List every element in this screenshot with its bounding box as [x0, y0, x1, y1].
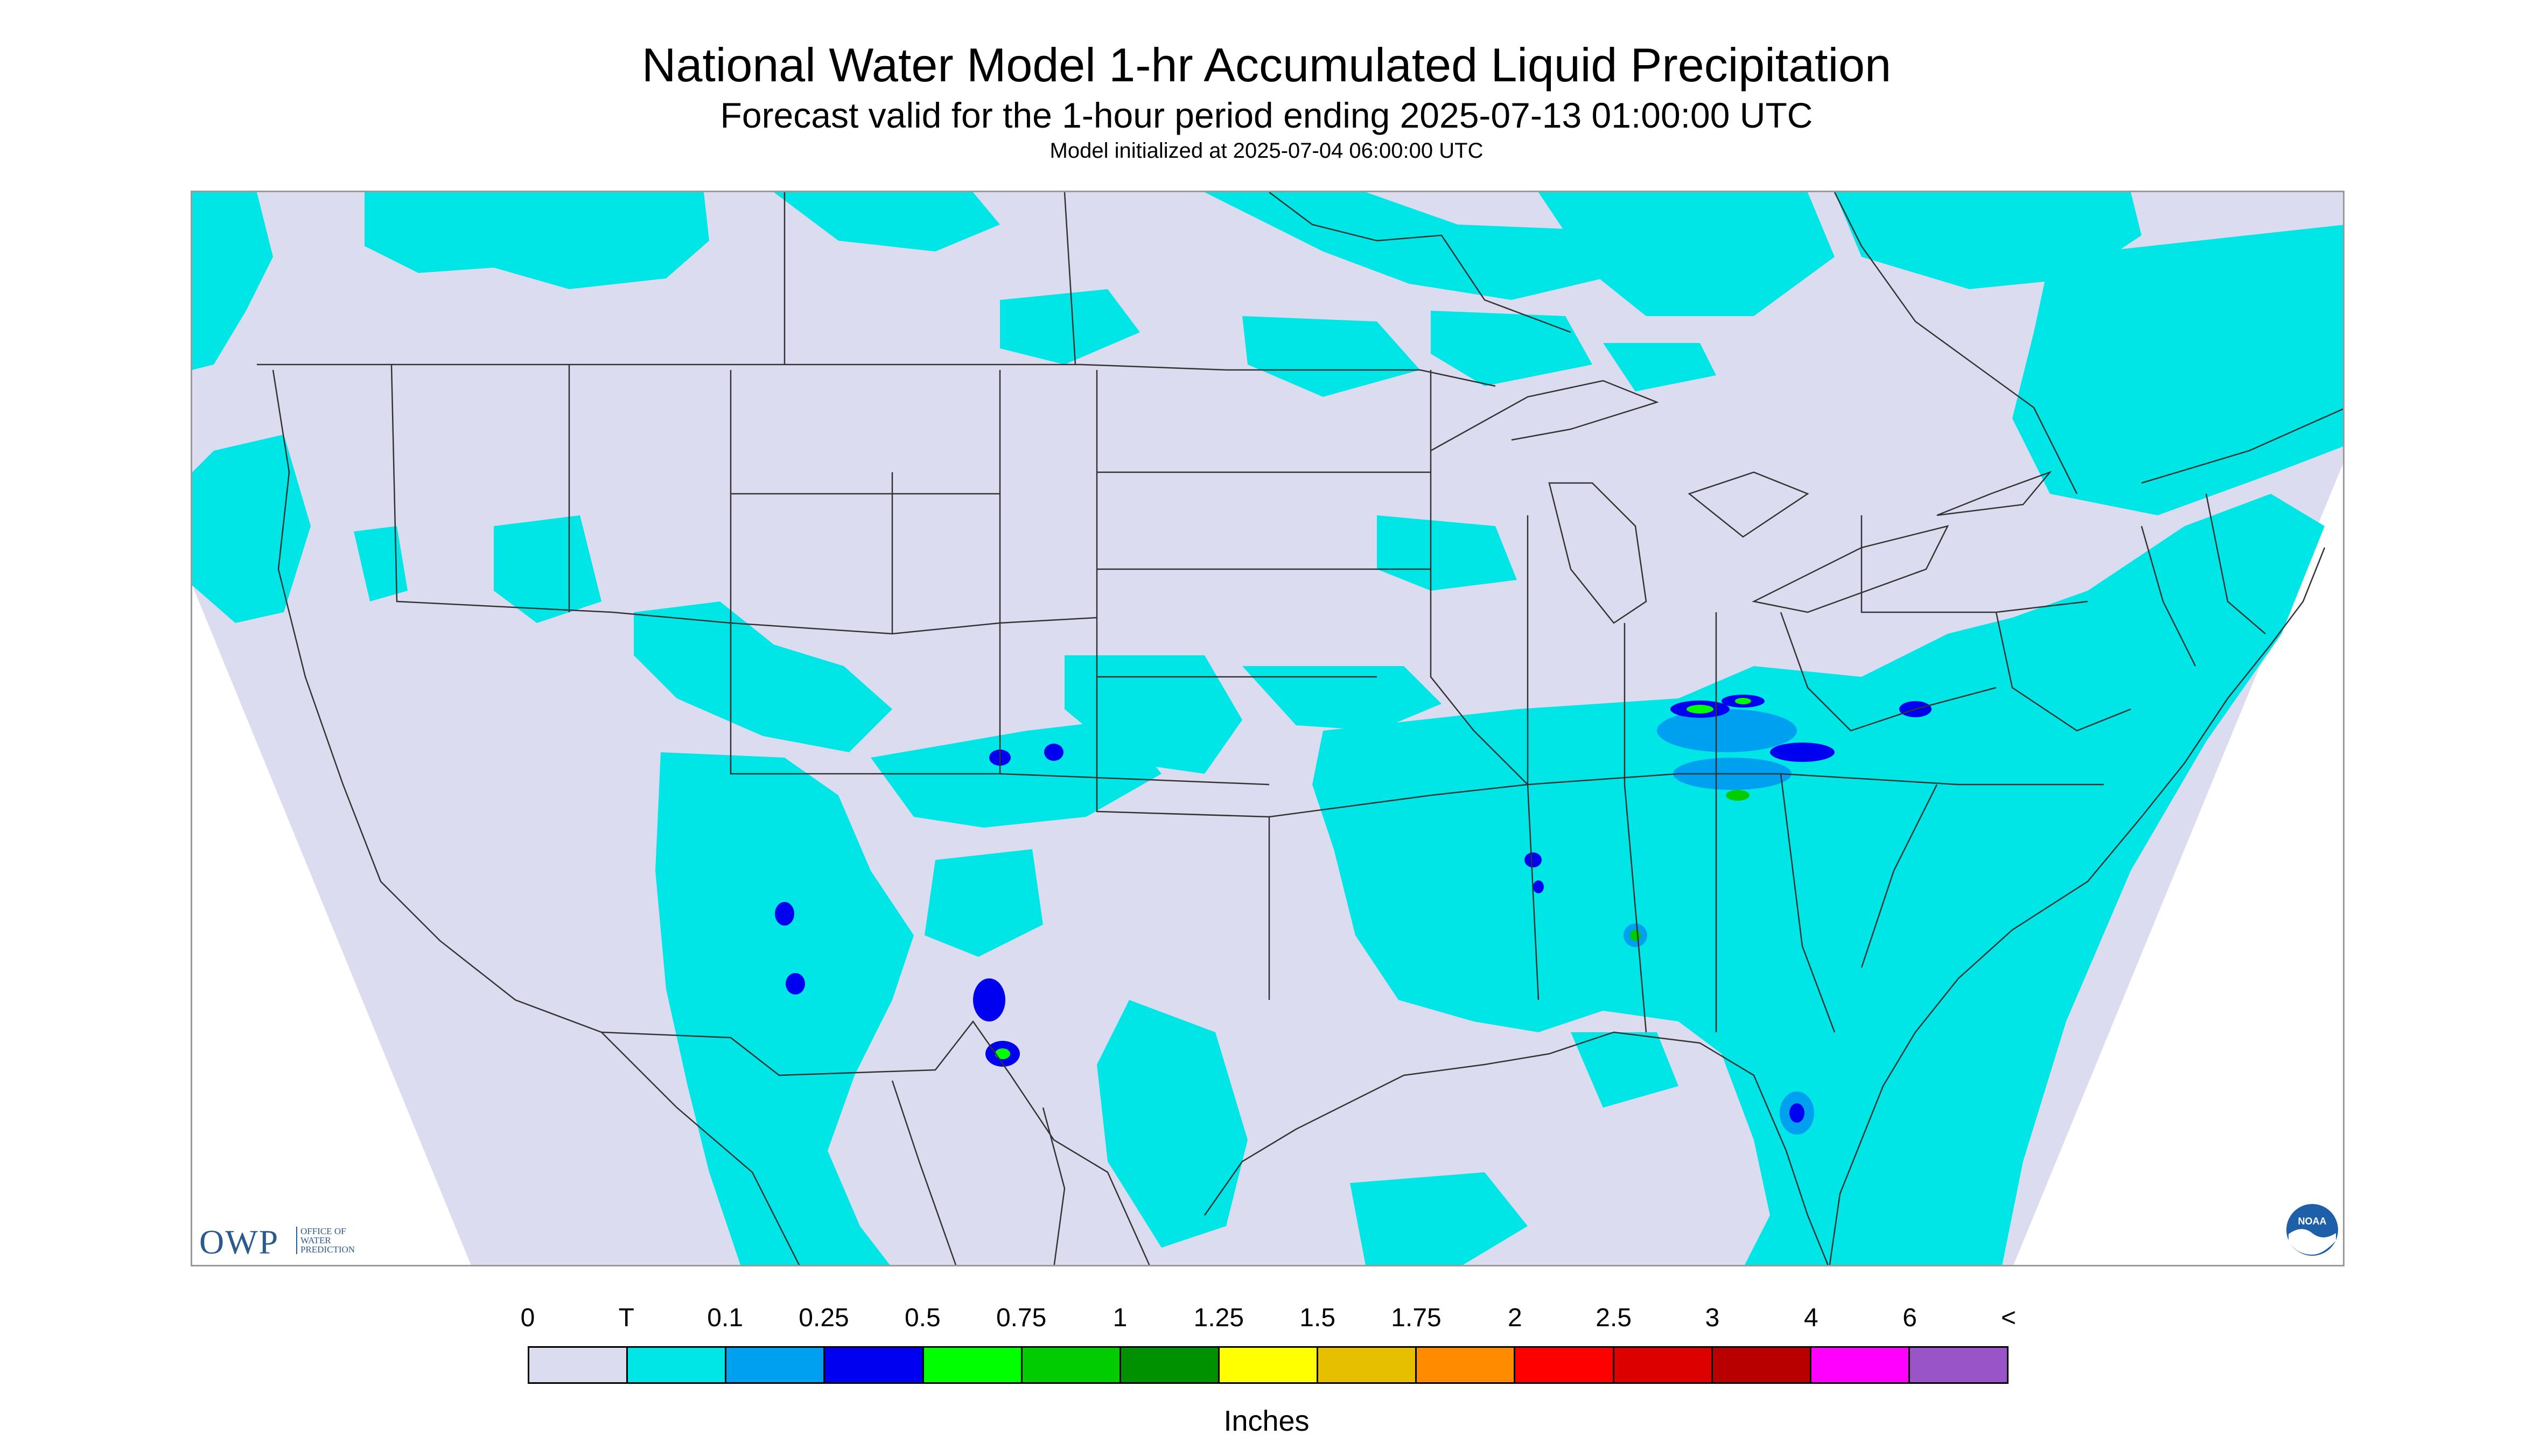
legend-swatch: [1318, 1348, 1417, 1382]
legend-swatch: [825, 1348, 924, 1382]
legend-tick-label: 0.25: [799, 1304, 849, 1332]
model-init-time: Model initialized at 2025-07-04 06:00:00…: [1049, 139, 1484, 163]
legend-swatch: [1909, 1348, 2007, 1382]
map-title: National Water Model 1-hr Accumulated Li…: [641, 38, 1892, 92]
state-boundaries: [257, 192, 2343, 1265]
noaa-logo-text: NOAA: [2298, 1216, 2327, 1227]
legend-swatch: [1515, 1348, 1614, 1382]
legend-tick-label: T: [618, 1304, 634, 1332]
legend-tick-label: 1.75: [1391, 1304, 1442, 1332]
legend-swatch: [628, 1348, 727, 1382]
legend-swatch: [726, 1348, 825, 1382]
legend-tick-label: 4: [1803, 1304, 1818, 1332]
legend-tick-label: 1.5: [1299, 1304, 1336, 1332]
legend-tick-label: 0.75: [996, 1304, 1047, 1332]
legend-swatch: [1712, 1348, 1811, 1382]
legend-swatch: [1614, 1348, 1713, 1382]
heavier-precip-cells: [775, 695, 1932, 1135]
map-subtitle: Forecast valid for the 1-hour period end…: [720, 95, 1813, 135]
legend-tick-label: 1.25: [1193, 1304, 1244, 1332]
legend-tick-label: 6: [1902, 1304, 1918, 1332]
legend-tick-label: 0.1: [707, 1304, 744, 1332]
owp-logo-text: OWP: [199, 1223, 279, 1261]
legend-swatch: [1121, 1348, 1220, 1382]
precipitation-legend: [528, 1346, 2009, 1384]
legend-tick-label: 0: [520, 1304, 535, 1332]
legend-swatch: [1811, 1348, 1910, 1382]
legend-tick-label: 0.5: [904, 1304, 941, 1332]
owp-logo-subtext: OFFICE OF WATER PREDICTION: [296, 1227, 365, 1254]
precipitation-map[interactable]: [191, 191, 2345, 1266]
legend-tick-label: 3: [1705, 1304, 1720, 1332]
legend-swatch: [1219, 1348, 1319, 1382]
noaa-logo-icon: NOAA: [2286, 1204, 2338, 1256]
legend-tick-label: 2: [1507, 1304, 1522, 1332]
legend-tick-label: <: [2000, 1304, 2017, 1332]
legend-swatch: [1022, 1348, 1121, 1382]
legend-units: Inches: [1223, 1405, 1310, 1437]
map-canvas: [192, 192, 2343, 1265]
legend-swatch: [529, 1348, 628, 1382]
legend-tick-label: 2.5: [1596, 1304, 1632, 1332]
legend-tick-label: 1: [1112, 1304, 1128, 1332]
legend-swatch: [1417, 1348, 1516, 1382]
legend-swatch: [923, 1348, 1023, 1382]
